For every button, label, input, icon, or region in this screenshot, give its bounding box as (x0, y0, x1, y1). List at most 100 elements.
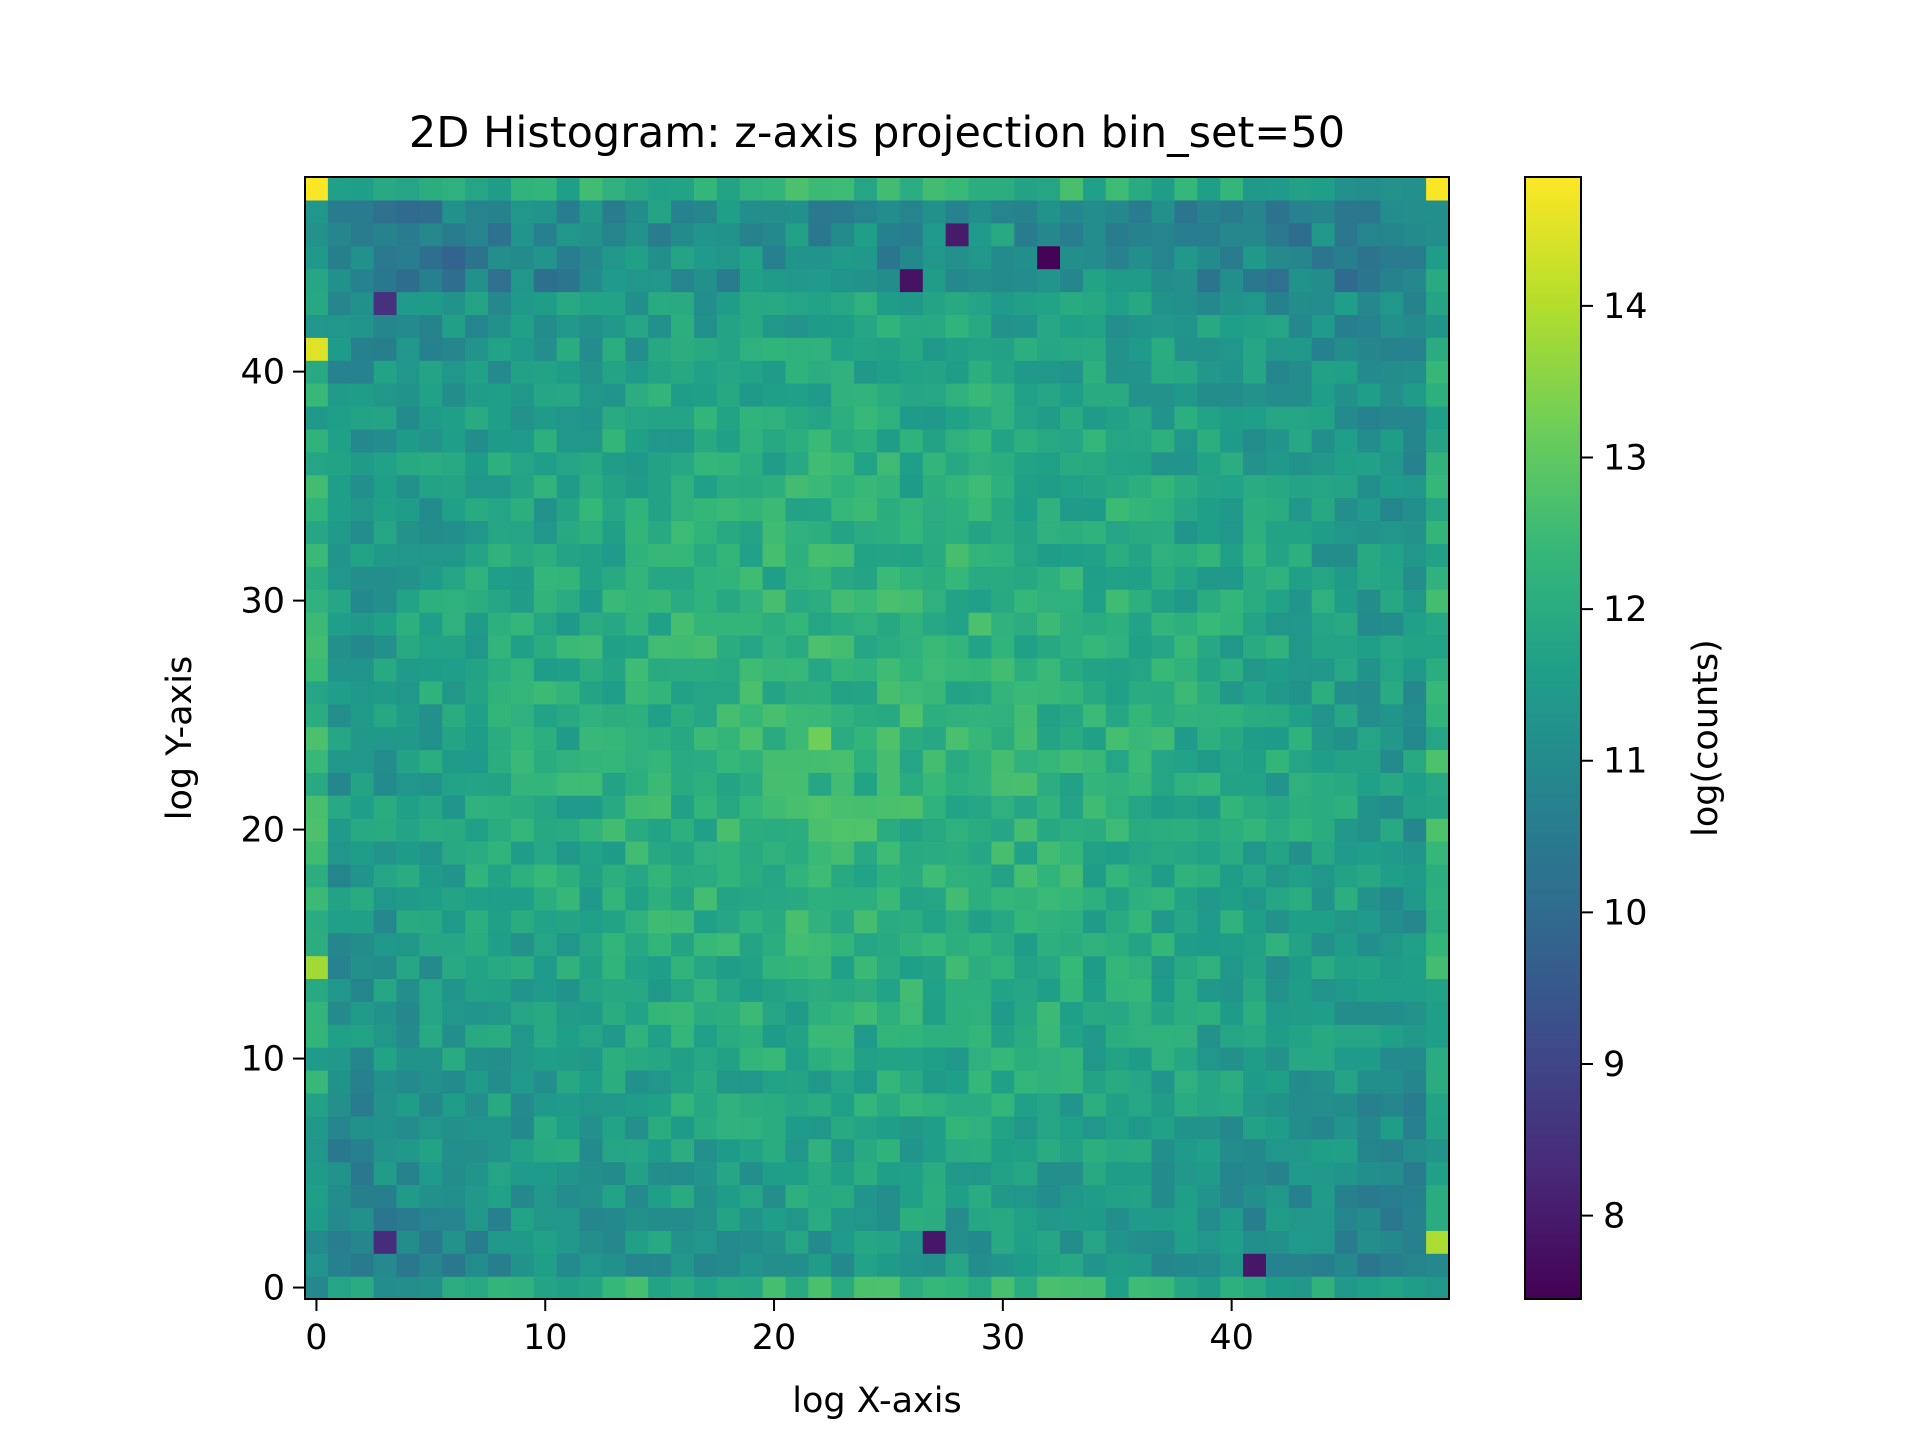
heatmap-cell (1174, 383, 1198, 407)
heatmap-cell (1197, 268, 1221, 293)
heatmap-cell (1060, 1184, 1084, 1209)
heatmap-cell (327, 1253, 352, 1277)
heatmap-cell (373, 383, 398, 407)
heatmap-cell (1105, 886, 1130, 911)
heatmap-cell (510, 634, 535, 659)
heatmap-cell (327, 703, 352, 728)
heatmap-cell (1334, 268, 1359, 293)
heatmap-cell (1197, 634, 1221, 659)
heatmap-cell (625, 634, 649, 659)
heatmap-cell (1334, 726, 1359, 751)
heatmap-cell (693, 291, 718, 315)
heatmap-cell (1220, 909, 1244, 934)
heatmap-cell (1151, 863, 1176, 888)
heatmap-cell (1311, 680, 1336, 705)
heatmap-cell (1082, 405, 1107, 430)
heatmap-cell (1265, 978, 1290, 1002)
heatmap-cell (899, 474, 924, 499)
heatmap-cell (785, 245, 809, 270)
heatmap-cell (899, 978, 924, 1002)
heatmap-cell (808, 886, 832, 911)
heatmap-cell (1037, 795, 1061, 819)
heatmap-cell (968, 795, 992, 819)
heatmap-cell (831, 199, 855, 224)
heatmap-cell (1288, 1207, 1313, 1231)
heatmap-cell (1128, 1184, 1153, 1209)
heatmap-cell (877, 841, 901, 865)
heatmap-cell (1151, 1184, 1176, 1209)
heatmap-cell (693, 612, 718, 636)
heatmap-cell (1151, 1024, 1176, 1048)
heatmap-cell (808, 1092, 832, 1117)
heatmap-cell (1151, 680, 1176, 705)
heatmap-cell (762, 1138, 787, 1163)
heatmap-cell (854, 199, 878, 224)
heatmap-cell (831, 589, 855, 613)
heatmap-cell (945, 589, 970, 613)
heatmap-cell (785, 451, 809, 476)
heatmap-cell (1151, 543, 1176, 567)
colorbar (1524, 176, 1582, 1300)
heatmap-cell (877, 589, 901, 613)
heatmap-cell (602, 818, 626, 842)
heatmap-cell (808, 1207, 832, 1231)
heatmap-cell (1380, 1253, 1404, 1277)
heatmap-cell (671, 1253, 695, 1277)
heatmap-cell (579, 1138, 604, 1163)
heatmap-cell (945, 612, 970, 636)
heatmap-cell (991, 428, 1015, 453)
heatmap-cell (1060, 497, 1084, 522)
heatmap-cell (968, 1184, 992, 1209)
heatmap-cell (396, 841, 420, 865)
heatmap-cell (1265, 268, 1290, 293)
heatmap-cell (510, 795, 535, 819)
heatmap-cell (1426, 1115, 1450, 1140)
heatmap-cell (1380, 703, 1404, 728)
heatmap-cell (693, 1253, 718, 1277)
heatmap-cell (350, 405, 375, 430)
heatmap-cell (305, 589, 329, 613)
heatmap-cell (716, 428, 741, 453)
heatmap-cell (1174, 657, 1198, 682)
heatmap-cell (716, 177, 741, 201)
heatmap-cell (1014, 543, 1038, 567)
heatmap-cell (1060, 634, 1084, 659)
heatmap-cell (648, 245, 672, 270)
heatmap-cell (831, 1115, 855, 1140)
heatmap-cell (1105, 749, 1130, 773)
heatmap-cell (1403, 222, 1427, 247)
heatmap-cell (899, 1070, 924, 1094)
heatmap-cell (1220, 451, 1244, 476)
heatmap-cell (556, 749, 581, 773)
colorbar-label: log(counts) (1686, 639, 1726, 837)
heatmap-cell (1243, 1047, 1267, 1071)
heatmap-cell (808, 589, 832, 613)
heatmap-cell (945, 749, 970, 773)
heatmap-cell (1197, 428, 1221, 453)
heatmap-cell (648, 703, 672, 728)
heatmap-cell (305, 245, 329, 270)
heatmap-cell (1082, 245, 1107, 270)
heatmap-cell (1288, 1070, 1313, 1094)
heatmap-cell (1380, 978, 1404, 1002)
heatmap-cell (1197, 1024, 1221, 1048)
heatmap-cell (1334, 566, 1359, 590)
heatmap-cell (396, 291, 420, 315)
heatmap-cell (1220, 177, 1244, 201)
heatmap-cell (648, 932, 672, 957)
heatmap-cell (1243, 428, 1267, 453)
heatmap-cell (510, 1253, 535, 1277)
heatmap-cell (442, 428, 466, 453)
heatmap-cell (1311, 177, 1336, 201)
heatmap-cell (945, 199, 970, 224)
heatmap-cell (602, 222, 626, 247)
heatmap-cell (1380, 405, 1404, 430)
heatmap-cell (1174, 543, 1198, 567)
heatmap-cell (625, 566, 649, 590)
heatmap-cell (556, 1138, 581, 1163)
heatmap-cell (327, 383, 352, 407)
heatmap-cell (1311, 1070, 1336, 1094)
heatmap-cell (1037, 405, 1061, 430)
heatmap-cell (739, 680, 764, 705)
heatmap-cell (1197, 1001, 1221, 1025)
